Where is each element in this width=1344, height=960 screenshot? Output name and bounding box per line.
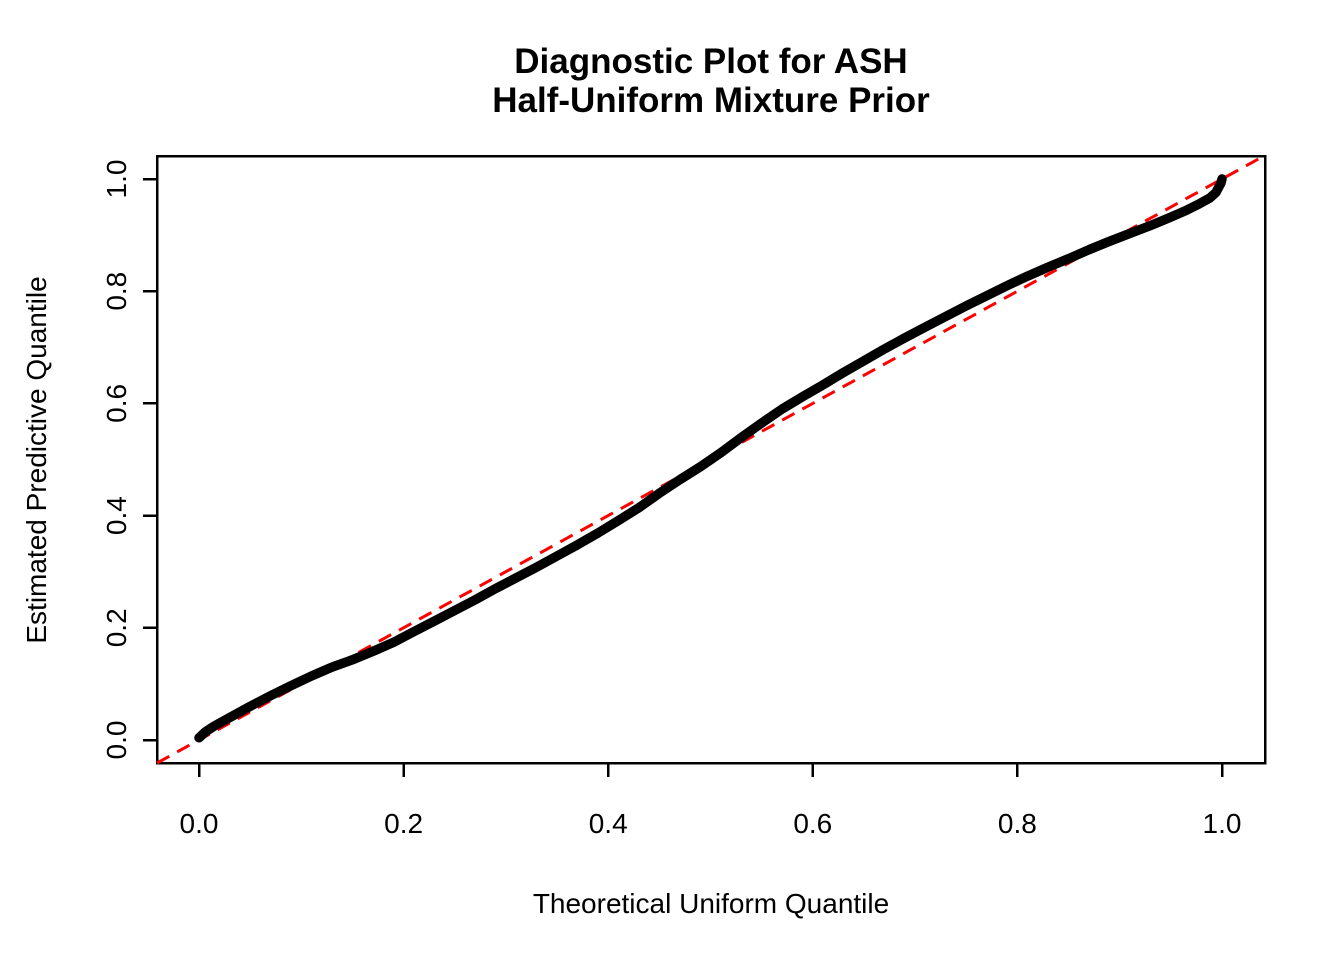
- x-tick-label: 0.0: [180, 808, 219, 839]
- y-axis-label: Estimated Predictive Quantile: [21, 276, 52, 643]
- y-axis-ticks: 0.0 0.2 0.4 0.6 0.8 1.0: [101, 160, 157, 760]
- x-tick-label: 0.8: [998, 808, 1037, 839]
- chart-title-line2: Half-Uniform Mixture Prior: [492, 81, 930, 120]
- y-tick-label: 1.0: [101, 160, 132, 199]
- x-tick-label: 0.4: [589, 808, 628, 839]
- qq-curve: [194, 174, 1227, 743]
- chart-title-line1: Diagnostic Plot for ASH: [514, 42, 907, 81]
- x-axis-ticks: 0.0 0.2 0.4 0.6 0.8 1.0: [180, 763, 1242, 839]
- plot-box: [155, 154, 1267, 765]
- x-tick-label: 0.2: [384, 808, 423, 839]
- x-tick-label: 1.0: [1203, 808, 1242, 839]
- y-tick-label: 0.4: [101, 496, 132, 535]
- x-tick-label: 0.6: [793, 808, 832, 839]
- y-tick-label: 0.6: [101, 384, 132, 423]
- y-tick-label: 0.2: [101, 608, 132, 647]
- y-tick-label: 0.0: [101, 721, 132, 760]
- y-tick-label: 0.8: [101, 272, 132, 311]
- x-axis-label: Theoretical Uniform Quantile: [533, 888, 889, 919]
